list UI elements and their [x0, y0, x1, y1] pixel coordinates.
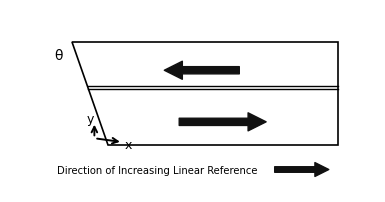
Polygon shape	[72, 43, 338, 146]
Text: Direction of Increasing Linear Reference: Direction of Increasing Linear Reference	[57, 165, 258, 175]
Text: y: y	[87, 113, 94, 126]
Text: θ: θ	[54, 48, 63, 62]
Text: x: x	[124, 139, 132, 152]
